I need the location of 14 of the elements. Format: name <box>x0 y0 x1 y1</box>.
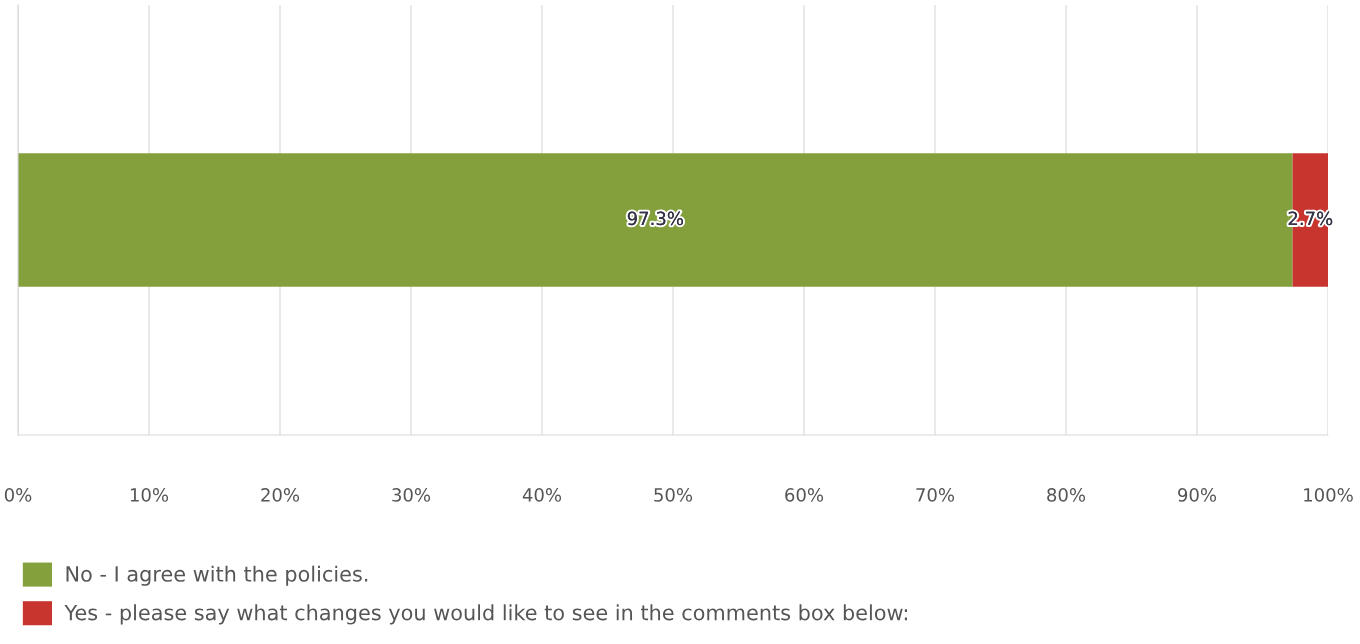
x-tick-label: 100% <box>1304 488 1353 502</box>
x-tick-label: 50% <box>654 488 693 502</box>
x-tick-label: 80% <box>1047 488 1086 502</box>
x-tick-label: 10% <box>130 488 169 502</box>
x-tick-label: 60% <box>785 488 824 502</box>
x-tick-label: 90% <box>1178 488 1217 502</box>
data-label: 97.3% <box>627 211 683 226</box>
x-tick-label: 40% <box>522 488 562 502</box>
x-tick-label: 20% <box>261 488 300 502</box>
legend-label: Yes - please say what changes you would like to see in the comments box below: <box>64 604 908 625</box>
x-tick-label: 0% <box>4 488 32 502</box>
legend-label: No - I agree with the policies. <box>66 565 368 586</box>
x-tick-label: 70% <box>916 488 955 502</box>
x-tick-label: 30% <box>392 488 431 502</box>
